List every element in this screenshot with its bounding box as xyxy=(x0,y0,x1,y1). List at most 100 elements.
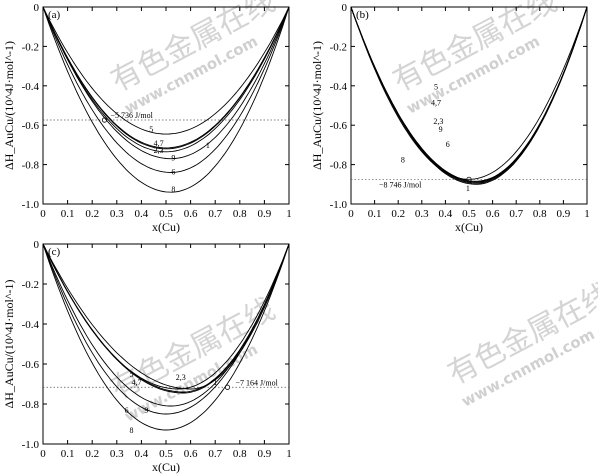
x-tick-label: 0.6 xyxy=(184,208,198,220)
series-label-9: 9 xyxy=(439,125,443,134)
series-line-6 xyxy=(42,6,290,173)
y-tick-label: -0.2 xyxy=(22,41,39,53)
series-line-5 xyxy=(42,6,290,135)
x-tick-label: 0.3 xyxy=(110,208,124,220)
series-label-8: 8 xyxy=(130,426,134,435)
x-tick-label: 0.4 xyxy=(135,448,149,460)
series-line-9 xyxy=(42,243,290,407)
series-label-8: 8 xyxy=(401,156,405,165)
x-tick-label: 1 xyxy=(286,208,292,220)
series-label-2-3: 2,3 xyxy=(176,373,186,382)
y-tick-label: -0.6 xyxy=(330,120,348,132)
x-tick-label: 0.3 xyxy=(110,448,124,460)
y-axis-label: ΔH_AuCu/(10^4J·mol^-1) xyxy=(310,41,324,170)
y-tick-label: -1.0 xyxy=(22,439,40,451)
y-tick-label: -0.8 xyxy=(22,399,40,411)
x-tick-label: 0.4 xyxy=(135,208,149,220)
x-tick-label: 0.5 xyxy=(462,208,476,220)
x-tick-label: 1 xyxy=(584,208,590,220)
x-tick-label: 0.7 xyxy=(509,208,523,220)
x-tick-label: 0.2 xyxy=(85,208,99,220)
series-label-5: 5 xyxy=(434,83,438,92)
series-label-1: 1 xyxy=(466,184,470,193)
reference-label: −5 736 J/mol xyxy=(111,111,154,120)
x-tick-label: 0.7 xyxy=(208,208,222,220)
series-line-8 xyxy=(42,6,290,193)
series-label-1: 1 xyxy=(206,141,210,150)
panel-label: (c) xyxy=(48,246,61,258)
series-label-5: 5 xyxy=(149,125,153,134)
x-tick-label: 0.6 xyxy=(184,448,198,460)
y-tick-label: -0.4 xyxy=(22,81,40,93)
series-label-6: 6 xyxy=(446,140,450,149)
series-line-2-3 xyxy=(42,6,290,153)
y-tick-label: -0.2 xyxy=(330,41,347,53)
y-tick-label: -0.2 xyxy=(22,279,39,291)
series-label-6: 6 xyxy=(171,167,175,176)
x-tick-label: 0 xyxy=(40,448,46,460)
x-tick-label: 0.5 xyxy=(159,208,173,220)
x-tick-label: 0.8 xyxy=(533,208,547,220)
series-label-9: 9 xyxy=(171,154,175,163)
x-tick-label: 0.9 xyxy=(258,208,272,220)
series-line-1 xyxy=(350,6,588,180)
series-line-6 xyxy=(42,243,290,415)
series-label-4-7: 4,7 xyxy=(154,139,164,148)
series-line-9 xyxy=(42,6,290,160)
series-label-6: 6 xyxy=(125,406,129,415)
y-tick-label: -0.8 xyxy=(330,160,348,172)
series-label-4-7: 4,7 xyxy=(131,378,141,387)
x-tick-label: 0.5 xyxy=(159,448,173,460)
series-label-5: 5 xyxy=(130,370,134,379)
x-axis-label: x(Cu) xyxy=(152,220,180,234)
x-tick-label: 0.9 xyxy=(557,208,571,220)
series-line-1 xyxy=(42,243,290,390)
y-tick-label: -1.0 xyxy=(330,199,348,211)
y-axis-label: ΔH_AuCu/(10^4J·mol^-1) xyxy=(2,41,16,170)
panel-label: (a) xyxy=(48,9,61,21)
panels-layer: (a) 0 0.1 0.2 0.3 0.4 0.5 0.6 0.7 0.8 0.9 1 0 -0.2 -0.… xyxy=(2,2,590,474)
reference-label: −7 164 J/mol xyxy=(236,378,279,387)
y-tick-label: -0.4 xyxy=(22,319,40,331)
panel-label: (b) xyxy=(356,9,369,21)
reference-label: −8 746 J/mol xyxy=(379,180,422,189)
y-tick-label: 0 xyxy=(34,239,40,251)
series-line-8 xyxy=(350,6,588,185)
x-tick-label: 0.9 xyxy=(258,448,272,460)
y-tick-label: -0.8 xyxy=(22,160,40,172)
x-tick-label: 0.8 xyxy=(233,448,247,460)
x-tick-label: 0 xyxy=(40,208,46,220)
x-tick-label: 0.8 xyxy=(233,208,247,220)
x-tick-label: 0.7 xyxy=(208,448,222,460)
x-tick-label: 0.1 xyxy=(61,208,75,220)
x-tick-label: 0.6 xyxy=(486,208,500,220)
series-label-9: 9 xyxy=(144,406,148,415)
chart-panel-2: (b) 0 0.1 0.2 0.3 0.4 0.5 0.6 0.7 0.8 0.9 1 0 -0.2 -0.… xyxy=(310,2,590,234)
x-tick-label: 1 xyxy=(286,448,292,460)
x-tick-label: 0.2 xyxy=(85,448,99,460)
x-tick-label: 0.4 xyxy=(439,208,453,220)
chart-panel-3: (c) 0 0.1 0.2 0.3 0.4 0.5 0.6 0.7 0.8 0.9 1 0 -0.2 -0.… xyxy=(2,239,292,474)
series-label-8: 8 xyxy=(171,185,175,194)
y-axis-label: ΔH_AuCu/(10^4J·mol^-1) xyxy=(2,280,16,409)
series-label-2-3: 2,3 xyxy=(154,146,164,155)
chart-panel-1: (a) 0 0.1 0.2 0.3 0.4 0.5 0.6 0.7 0.8 0.9 1 0 -0.2 -0.… xyxy=(2,2,292,234)
x-axis-label: x(Cu) xyxy=(455,220,483,234)
x-tick-label: 0.3 xyxy=(415,208,429,220)
series-line-8 xyxy=(42,243,290,431)
y-tick-label: -0.6 xyxy=(22,120,40,132)
y-tick-label: 0 xyxy=(342,2,348,14)
x-tick-label: 0 xyxy=(348,208,354,220)
series-label-1: 1 xyxy=(213,378,217,387)
y-tick-label: -0.6 xyxy=(22,359,40,371)
x-tick-label: 0.2 xyxy=(391,208,405,220)
y-tick-label: 0 xyxy=(34,2,40,14)
series-line-1 xyxy=(42,6,290,150)
y-tick-label: -1.0 xyxy=(22,199,40,211)
x-tick-label: 0.1 xyxy=(61,448,75,460)
series-label-2-3: 2,3 xyxy=(433,117,443,126)
y-tick-label: -0.4 xyxy=(330,81,348,93)
x-tick-label: 0.1 xyxy=(368,208,382,220)
series-label-4-7: 4,7 xyxy=(431,99,441,108)
